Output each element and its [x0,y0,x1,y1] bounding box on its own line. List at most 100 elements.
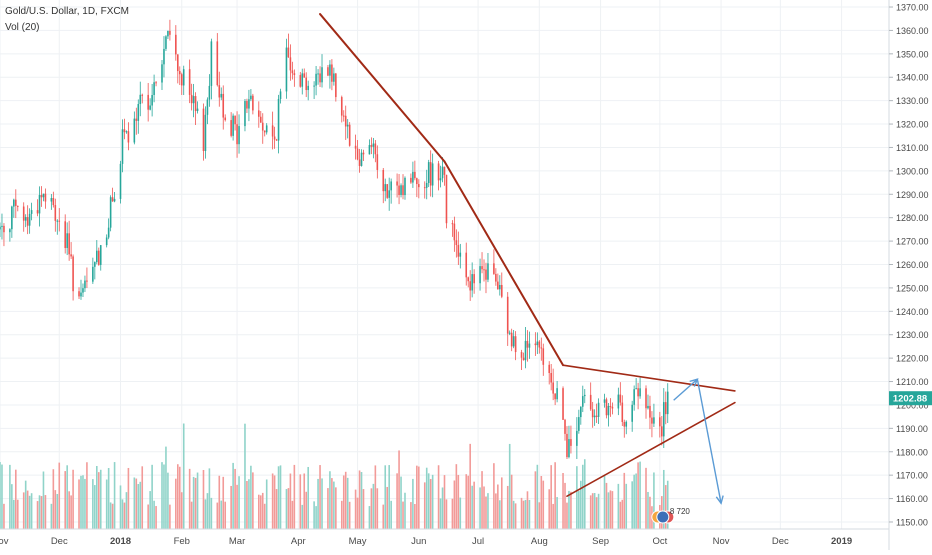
volume-bar [68,491,70,529]
candle-body [291,70,294,74]
candle-body [356,148,359,160]
candle-body [556,388,558,400]
economic-event-badge[interactable]: 8 720 [651,507,691,524]
volume-bar [149,491,151,529]
candle-body [64,221,66,248]
volume-bar [3,503,5,529]
volume-indicator-label[interactable]: Vol (20) [5,22,40,33]
candle-body [412,171,414,183]
candle-body [1,225,3,227]
candle-body [52,198,55,206]
candle-body [263,130,266,133]
candle-body [175,34,177,55]
candle-body [206,99,209,115]
volume-bar [137,484,140,529]
candle-body [30,210,33,214]
candle-body [177,54,179,72]
y-tick-label: 1270.00 [896,237,929,247]
volume-bar [317,478,319,529]
volume-bar [38,495,41,529]
candle-body [232,115,234,136]
volume-bar [497,484,499,529]
candle-body [423,187,426,189]
candle-body [661,426,663,437]
volume-bar [473,481,475,529]
volume-bar [576,466,578,529]
volume-bar [289,473,292,529]
volume-bar [520,497,523,529]
volume-bar [554,462,556,529]
candle-body [548,364,551,374]
y-tick-label: 1200.00 [896,400,929,410]
candle-body [528,343,531,348]
volume-bar [151,464,153,529]
volume-bar [548,489,551,529]
candle-body [329,64,331,76]
candle-body [564,419,566,434]
y-tick-label: 1210.00 [896,377,929,387]
volume-bar [153,500,155,529]
volume-bar [133,477,136,529]
volume-bar [155,506,157,529]
volume-bar [550,465,552,529]
volume-bar [635,473,637,529]
candle-body [451,223,454,225]
event-flag-icon[interactable] [656,510,670,524]
candle-body [196,108,199,112]
volume-bar [96,465,98,529]
y-axis-ticks: 1150.00 1160.00 1170.00 1180.00 1190.00 1200.… [889,3,929,527]
volume-bar [512,500,515,529]
volume-bar [119,485,122,529]
resistance-trendline-1[interactable] [319,13,446,163]
trendline-drawings[interactable] [319,13,736,505]
volume-bar [113,462,116,529]
candle-body [271,125,274,137]
volume-bar [97,472,100,529]
triangle-lower-line[interactable] [566,401,736,498]
candle-body [354,145,357,149]
volume-bar [161,462,163,529]
volume-bar [400,476,402,529]
x-tick-label: Nov [0,536,9,547]
chart-title[interactable]: Gold/U.S. Dollar, 1D, FXCM [5,6,129,17]
projection-arrow-up[interactable] [673,378,698,401]
volume-bar [528,499,531,529]
volume-bar [346,477,349,529]
candle-body [139,94,142,105]
candle-body [589,394,592,410]
candle-body [443,166,446,175]
candle-body [40,195,43,198]
projection-arrow-down-head[interactable] [715,495,724,505]
volume-bar [568,490,570,529]
resistance-trendline-2[interactable] [443,160,565,367]
triangle-upper-line[interactable] [562,364,736,392]
candle-body [619,394,622,403]
volume-bar [327,488,329,529]
volume-bar [479,487,481,529]
volume-bar [250,465,252,529]
candle-body [360,152,363,166]
candle-body [431,163,434,186]
candle-body [275,139,278,141]
candle-body [216,41,219,86]
volume-bar [631,481,633,529]
projection-arrow-down[interactable] [696,379,722,504]
volume-bar [459,497,462,529]
candle-body [398,185,400,195]
candle-body [119,163,122,199]
x-tick-label: Oct [652,536,667,547]
candle-body [250,95,252,100]
candle-body [376,154,379,170]
candle-body [109,197,112,228]
volume-bar [232,462,234,529]
candle-body [538,341,541,348]
volume-bar [206,493,209,529]
candle-body [524,340,527,361]
candle-body [635,388,637,390]
candle-body [161,64,163,83]
candle-body [204,114,207,151]
candle-body [99,245,102,265]
candle-body [244,101,246,127]
